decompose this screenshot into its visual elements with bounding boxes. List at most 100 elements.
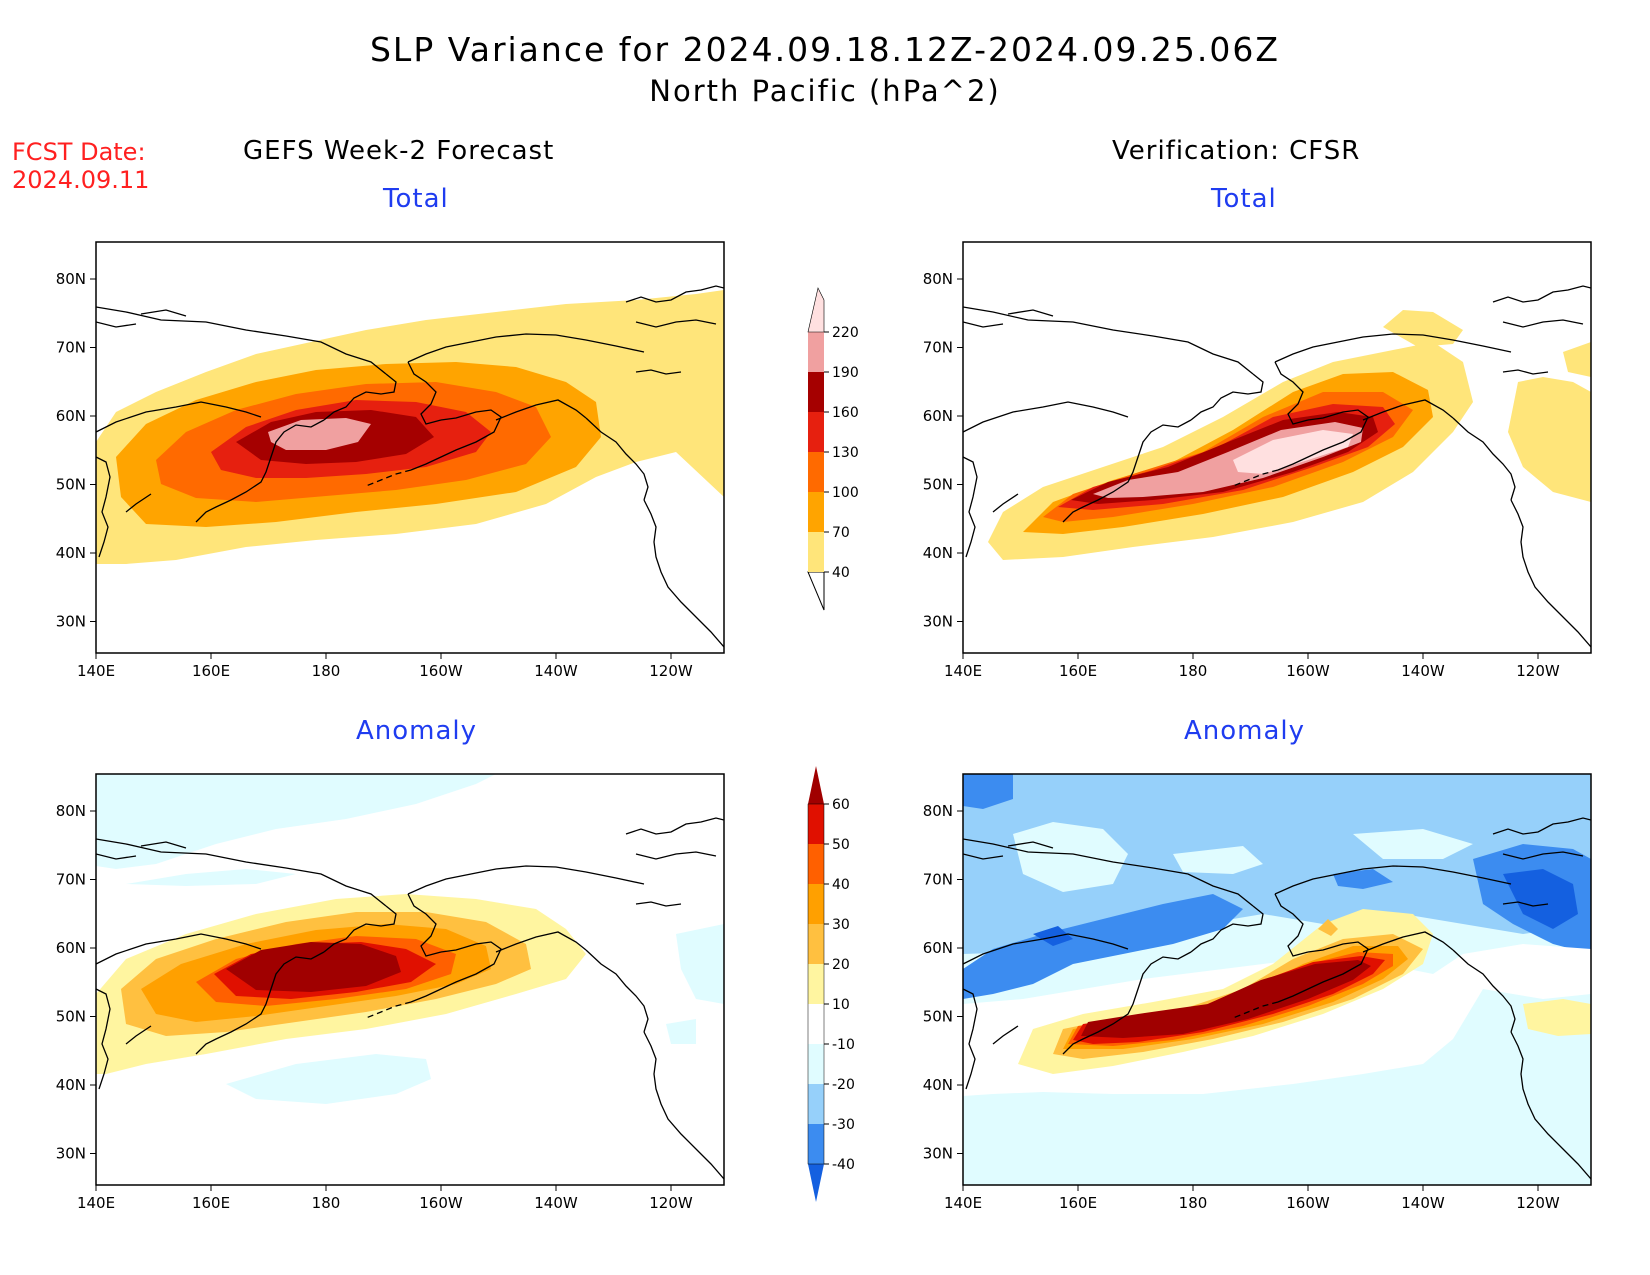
lon-tick-label: 180 — [312, 662, 341, 680]
lon-tick-label: 120W — [1516, 662, 1560, 680]
lat-tick-label: 70N — [923, 339, 953, 357]
colorbar-anomaly-high-end — [808, 766, 824, 804]
lat-tick-label: 40N — [923, 544, 953, 562]
lon-tick-label: 140W — [534, 662, 578, 680]
colorbar-total-swatch — [808, 452, 824, 492]
lat-tick-label: 40N — [923, 1076, 953, 1094]
gefs-anom-60 — [226, 942, 401, 992]
lon-tick-label: 120W — [649, 1194, 693, 1212]
colorbar-total-swatch — [808, 492, 824, 532]
colorbar-total-label: 220 — [832, 325, 859, 341]
lon-tick-label: 140E — [77, 1194, 115, 1212]
lon-tick-label: 180 — [312, 1194, 341, 1212]
gefs-anom-neg10-north — [96, 774, 496, 869]
lon-tick-label: 140W — [1401, 1194, 1445, 1212]
lon-tick-label: 160E — [1059, 1194, 1097, 1212]
colorbar-anomaly: -40 -30 -20 -10 10 20 30 40 50 60 — [807, 766, 855, 1202]
lat-tick-label: 70N — [56, 871, 86, 889]
colorbar-anomaly-label: 10 — [832, 997, 850, 1013]
colorbar-anomaly-outline — [807, 803, 825, 1165]
axis-labels: 80N 70N 60N 50N 40N 30N 140E 160E 180 160W 140W 120… — [56, 270, 1560, 1212]
cfsr-anom-10-east — [1523, 999, 1591, 1036]
lat-tick-label: 70N — [56, 339, 86, 357]
cfsr-anom-neg20-north — [963, 774, 1591, 954]
lon-tick-label: 180 — [1179, 1194, 1208, 1212]
gefs-anom-neg10-east2 — [666, 1019, 696, 1044]
cfsr-anom-neg40-c — [1033, 926, 1073, 946]
lon-tick-label: 120W — [649, 662, 693, 680]
figure-subtitle: North Pacific (hPa^2) — [649, 74, 1001, 108]
cfsr-total-220 — [1233, 430, 1353, 474]
colorbar-total-label: 130 — [832, 445, 859, 461]
lat-tick-label: 30N — [56, 1145, 86, 1163]
cfsr-total-40-c — [1508, 377, 1591, 502]
lat-tick-label: 60N — [56, 939, 86, 957]
colorbar-total-swatch — [808, 332, 824, 372]
fcst-date-label: FCST Date: 2024.09.11 — [12, 138, 149, 194]
bottom-right-panel-title: Anomaly — [1184, 716, 1306, 746]
colorbar-total-label: 100 — [832, 485, 859, 501]
cfsr-anom-neg10-hole3 — [1353, 829, 1473, 859]
colorbar-total-label: 70 — [832, 525, 850, 541]
right-column-heading: Verification: CFSR — [1112, 136, 1361, 166]
lon-tick-label: 160E — [1059, 662, 1097, 680]
cfsr-total-40-d — [1563, 342, 1591, 377]
cfsr-anomaly-map — [962, 773, 1592, 1186]
lon-tick-label: 160W — [419, 1194, 463, 1212]
gefs-anomaly-map — [95, 773, 725, 1186]
lon-tick-label: 160W — [1286, 662, 1330, 680]
colorbar-anomaly-swatch — [808, 884, 824, 924]
colorbar-anomaly-swatch — [808, 1124, 824, 1164]
lat-tick-label: 30N — [923, 1145, 953, 1163]
colorbar-anomaly-swatch — [808, 804, 824, 844]
colorbar-anomaly-label: 30 — [832, 917, 850, 933]
cfsr-anom-neg30-c — [1333, 869, 1393, 889]
colorbar-anomaly-swatch — [808, 924, 824, 964]
bottom-left-panel-title: Anomaly — [356, 716, 478, 746]
lon-tick-label: 140W — [1401, 662, 1445, 680]
cfsr-anom-neg10-hole1 — [1013, 822, 1128, 892]
lat-tick-label: 40N — [56, 544, 86, 562]
lat-tick-label: 80N — [56, 802, 86, 820]
lat-tick-label: 70N — [923, 871, 953, 889]
figure-title: SLP Variance for 2024.09.18.12Z-2024.09.… — [369, 30, 1281, 69]
colorbar-anomaly-swatch — [808, 1044, 824, 1084]
lat-tick-label: 40N — [56, 1076, 86, 1094]
gefs-anom-neg10-strip — [126, 869, 296, 886]
left-column-heading: GEFS Week-2 Forecast — [243, 136, 555, 166]
lon-tick-label: 160W — [419, 662, 463, 680]
gefs-anom-neg10-east — [676, 924, 724, 1004]
lon-tick-label: 160E — [192, 1194, 230, 1212]
lat-tick-label: 80N — [56, 270, 86, 288]
colorbar-anomaly-label: 60 — [832, 797, 850, 813]
cfsr-anom-neg10-hole2 — [1173, 846, 1263, 874]
cfsr-anom-neg30-b — [963, 894, 1243, 999]
colorbar-anomaly-label: 40 — [832, 877, 850, 893]
colorbar-total-label: 40 — [832, 565, 850, 581]
lat-tick-label: 60N — [56, 407, 86, 425]
colorbar-anomaly-label: 50 — [832, 837, 850, 853]
lon-tick-label: 160E — [192, 662, 230, 680]
colorbar-anomaly-label: -30 — [832, 1117, 855, 1133]
gefs-anom-neg10-south — [226, 1054, 431, 1104]
colorbar-anomaly-low-end — [808, 1164, 824, 1202]
lat-tick-label: 30N — [56, 613, 86, 631]
lat-tick-label: 80N — [923, 270, 953, 288]
lon-tick-label: 140E — [77, 662, 115, 680]
cfsr-anom-neg30-a — [963, 774, 1013, 809]
cfsr-anom-60 — [1081, 960, 1371, 1038]
lat-tick-label: 50N — [56, 476, 86, 494]
lat-tick-label: 60N — [923, 407, 953, 425]
fcst-label: FCST Date: — [12, 138, 146, 166]
lat-tick-label: 80N — [923, 802, 953, 820]
lon-tick-label: 160W — [1286, 1194, 1330, 1212]
colorbar-anomaly-swatch — [808, 1084, 824, 1124]
colorbar-anomaly-label: -40 — [832, 1157, 855, 1173]
cfsr-total-map — [962, 241, 1592, 654]
colorbar-total-top-end — [807, 287, 825, 333]
colorbar-total-low-end — [807, 571, 825, 611]
colorbar-anomaly-label: 20 — [832, 957, 850, 973]
colorbar-anomaly-swatch — [808, 964, 824, 1004]
top-left-panel-title: Total — [383, 184, 449, 214]
